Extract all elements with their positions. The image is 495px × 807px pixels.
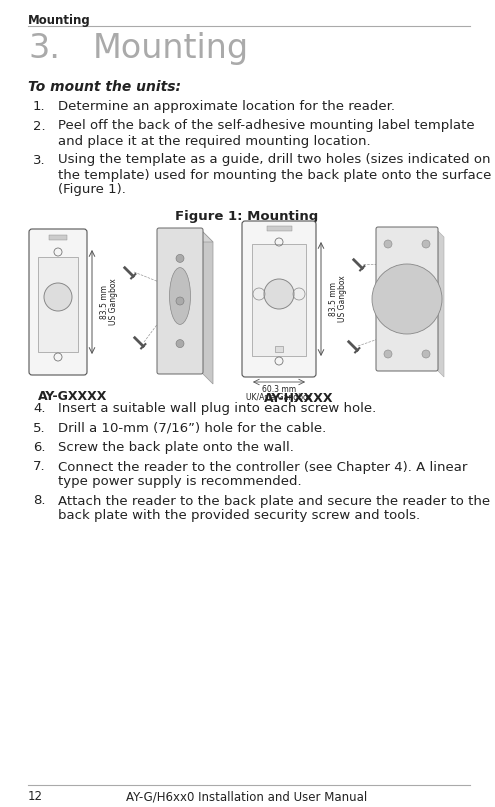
Text: 1.: 1.: [33, 100, 46, 113]
Polygon shape: [436, 229, 444, 377]
Text: Screw the back plate onto the wall.: Screw the back plate onto the wall.: [58, 441, 294, 454]
Text: 5.: 5.: [33, 421, 46, 434]
Text: 60.3 mm: 60.3 mm: [262, 385, 296, 394]
Text: 7.: 7.: [33, 461, 46, 474]
FancyBboxPatch shape: [157, 228, 203, 374]
Text: Insert a suitable wall plug into each screw hole.: Insert a suitable wall plug into each sc…: [58, 402, 376, 415]
Text: Mounting: Mounting: [28, 14, 91, 27]
Bar: [252, 244, 306, 356]
Circle shape: [372, 264, 442, 334]
Text: 4.: 4.: [33, 402, 46, 415]
Text: 8.: 8.: [33, 495, 46, 508]
Text: 3.: 3.: [28, 32, 60, 65]
Text: 83.5 mm: 83.5 mm: [329, 282, 338, 316]
FancyBboxPatch shape: [29, 229, 87, 375]
Text: Using the template as a guide, drill two holes (sizes indicated on
the template): Using the template as a guide, drill two…: [58, 153, 492, 196]
FancyBboxPatch shape: [242, 221, 316, 377]
Circle shape: [176, 254, 184, 262]
Text: UK/Asia Gangbox: UK/Asia Gangbox: [246, 393, 312, 402]
Text: Mounting: Mounting: [93, 32, 249, 65]
Bar: [275, 346, 283, 352]
Text: Connect the reader to the controller (see Chapter 4). A linear
type power supply: Connect the reader to the controller (se…: [58, 461, 467, 488]
Text: US Gangbox: US Gangbox: [338, 276, 347, 322]
Text: 3.: 3.: [33, 153, 46, 166]
Circle shape: [176, 297, 184, 305]
Text: AY-HXXXX: AY-HXXXX: [264, 392, 334, 405]
Text: 83.5 mm: 83.5 mm: [100, 285, 109, 319]
FancyBboxPatch shape: [376, 227, 438, 371]
Bar: [38, 257, 78, 352]
Text: 6.: 6.: [33, 441, 46, 454]
Text: Determine an approximate location for the reader.: Determine an approximate location for th…: [58, 100, 395, 113]
Text: AY-GXXXX: AY-GXXXX: [38, 390, 108, 403]
Circle shape: [384, 240, 392, 248]
Text: To mount the units:: To mount the units:: [28, 80, 181, 94]
Text: AY-G/H6xx0 Installation and User Manual: AY-G/H6xx0 Installation and User Manual: [126, 790, 368, 803]
Ellipse shape: [169, 268, 191, 324]
Polygon shape: [201, 230, 213, 384]
Text: 2.: 2.: [33, 119, 46, 132]
Circle shape: [384, 350, 392, 358]
Text: Drill a 10-mm (7/16”) hole for the cable.: Drill a 10-mm (7/16”) hole for the cable…: [58, 421, 326, 434]
Circle shape: [264, 279, 294, 309]
Polygon shape: [159, 230, 213, 242]
Text: 12: 12: [28, 790, 43, 803]
Text: Figure 1: Mounting: Figure 1: Mounting: [175, 210, 319, 223]
Bar: [266, 226, 292, 231]
Circle shape: [422, 240, 430, 248]
Circle shape: [422, 350, 430, 358]
Text: Attach the reader to the back plate and secure the reader to the
back plate with: Attach the reader to the back plate and …: [58, 495, 490, 522]
Bar: [49, 235, 67, 240]
Circle shape: [176, 340, 184, 348]
Text: US Gangbox: US Gangbox: [109, 278, 118, 325]
Text: Peel off the back of the self-adhesive mounting label template
and place it at t: Peel off the back of the self-adhesive m…: [58, 119, 475, 148]
Circle shape: [44, 283, 72, 311]
